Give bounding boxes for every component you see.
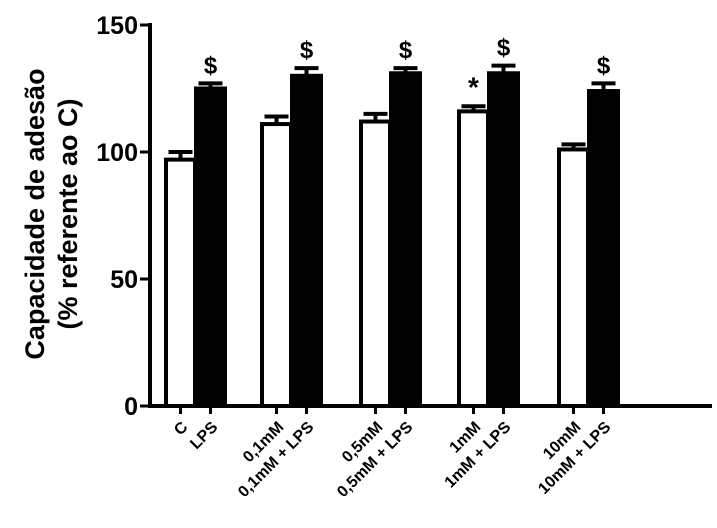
y-axis-label-line2: (% referente ao C) [53,98,83,329]
bar [164,157,197,408]
y-axis-label: Capacidade de adesão (% referente ao C) [20,68,83,359]
annotations-group: $ $ $ * $ $ [204,35,611,103]
bar [587,89,620,408]
axes-group [148,23,712,408]
error-bars-group [168,63,616,160]
bar [260,122,293,408]
significance-annotation: $ [497,35,511,62]
y-tick-label: 100 [96,139,138,167]
bar [557,147,590,409]
significance-annotation: $ [597,52,611,79]
bar [194,86,227,408]
bar [389,71,422,408]
bar [457,109,490,409]
y-tick-label: 150 [96,12,138,40]
y-tick-label: 50 [110,266,138,294]
significance-annotation: $ [399,37,413,64]
significance-annotation: $ [204,52,218,79]
bars-group [164,71,620,409]
x-tick-label: C [171,418,192,439]
bar [290,73,323,409]
bar [359,119,392,409]
y-ticks-group: 0 50 100 150 [96,12,150,421]
bar [487,71,520,408]
significance-annotation: $ [300,37,314,64]
y-tick-label: 0 [124,393,138,421]
y-axis-label-line1: Capacidade de adesão [20,68,50,359]
x-tick-label: LPS [187,419,221,453]
significance-annotation: * [468,71,479,102]
